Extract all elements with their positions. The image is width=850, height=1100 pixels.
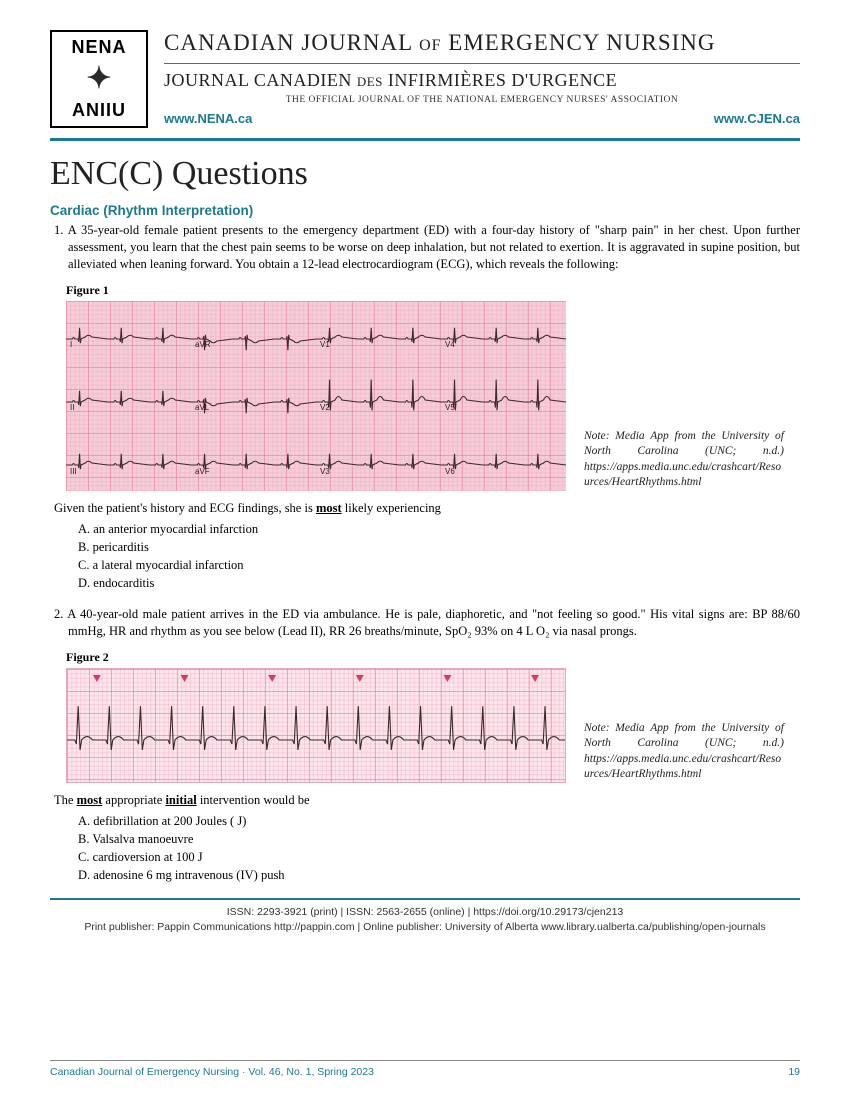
footer-divider <box>50 898 800 900</box>
q1-options: A. an anterior myocardial infarction B. … <box>78 520 800 593</box>
figure-1-row: IaVRV1V4IIaVLV2V5IIIaVFV3V6 Note: Media … <box>50 301 800 491</box>
q1-number: 1. <box>54 223 63 237</box>
link-nena[interactable]: www.NENA.ca <box>164 111 252 126</box>
header-divider <box>50 138 800 141</box>
q2-option-c: C. cardioversion at 100 J <box>78 848 800 866</box>
logo: NENA ✦ ANIIU <box>50 30 148 128</box>
q1-option-c: C. a lateral myocardial infarction <box>78 556 800 574</box>
question-1: 1. A 35-year-old female patient presents… <box>50 222 800 273</box>
q2-option-d: D. adenosine 6 mg intravenous (IV) push <box>78 866 800 884</box>
figure-2-label: Figure 2 <box>66 650 800 665</box>
article-title: ENC(C) Questions <box>50 155 800 193</box>
footer-journal: Canadian Journal of Emergency Nursing · … <box>50 1066 374 1078</box>
page-footer: Canadian Journal of Emergency Nursing · … <box>50 1060 800 1078</box>
footer-issn: ISSN: 2293-3921 (print) | ISSN: 2563-265… <box>50 905 800 920</box>
section-label: Cardiac (Rhythm Interpretation) <box>50 203 800 218</box>
ecg-figure-1: IaVRV1V4IIaVLV2V5IIIaVFV3V6 <box>66 301 566 491</box>
q2-option-a: A. defibrillation at 200 Joules ( J) <box>78 812 800 830</box>
header-links: www.NENA.ca www.CJEN.ca <box>164 111 800 126</box>
figure-1-label: Figure 1 <box>66 283 800 298</box>
q2-number: 2. <box>54 607 63 621</box>
q2-options: A. defibrillation at 200 Joules ( J) B. … <box>78 812 800 885</box>
q1-option-d: D. endocarditis <box>78 574 800 592</box>
q1-text: A 35-year-old female patient presents to… <box>68 223 800 271</box>
figure-1-note: Note: Media App from the University of N… <box>584 429 784 491</box>
logo-text-bottom: ANIIU <box>72 100 126 121</box>
q1-option-a: A. an anterior myocardial infarction <box>78 520 800 538</box>
header: NENA ✦ ANIIU CANADIAN JOURNAL of EMERGEN… <box>50 30 800 128</box>
q2-option-b: B. Valsalva manoeuvre <box>78 830 800 848</box>
q2-text: A 40-year-old male patient arrives in th… <box>67 607 800 638</box>
footer-publishers: Print publisher: Pappin Communications h… <box>50 920 800 935</box>
ecg-figure-2 <box>66 668 566 783</box>
q2-stem: The most appropriate initial interventio… <box>54 793 800 808</box>
question-2: 2. A 40-year-old male patient arrives in… <box>50 606 800 640</box>
figure-2-note: Note: Media App from the University of N… <box>584 721 784 783</box>
journal-title-fr: JOURNAL CANADIEN des INFIRMIÈRES D'URGEN… <box>164 70 800 91</box>
logo-text-top: NENA <box>71 37 126 58</box>
q1-stem: Given the patient's history and ECG find… <box>54 501 800 516</box>
figure-2-row: Note: Media App from the University of N… <box>50 668 800 783</box>
journal-title-en: CANADIAN JOURNAL of EMERGENCY NURSING <box>164 30 800 64</box>
q1-option-b: B. pericarditis <box>78 538 800 556</box>
maple-leaf-icon: ✦ <box>86 64 111 94</box>
header-titles: CANADIAN JOURNAL of EMERGENCY NURSING JO… <box>164 30 800 128</box>
page-number: 19 <box>788 1066 800 1078</box>
link-cjen[interactable]: www.CJEN.ca <box>714 111 800 126</box>
journal-subtitle: THE OFFICIAL JOURNAL OF THE NATIONAL EME… <box>164 95 800 105</box>
